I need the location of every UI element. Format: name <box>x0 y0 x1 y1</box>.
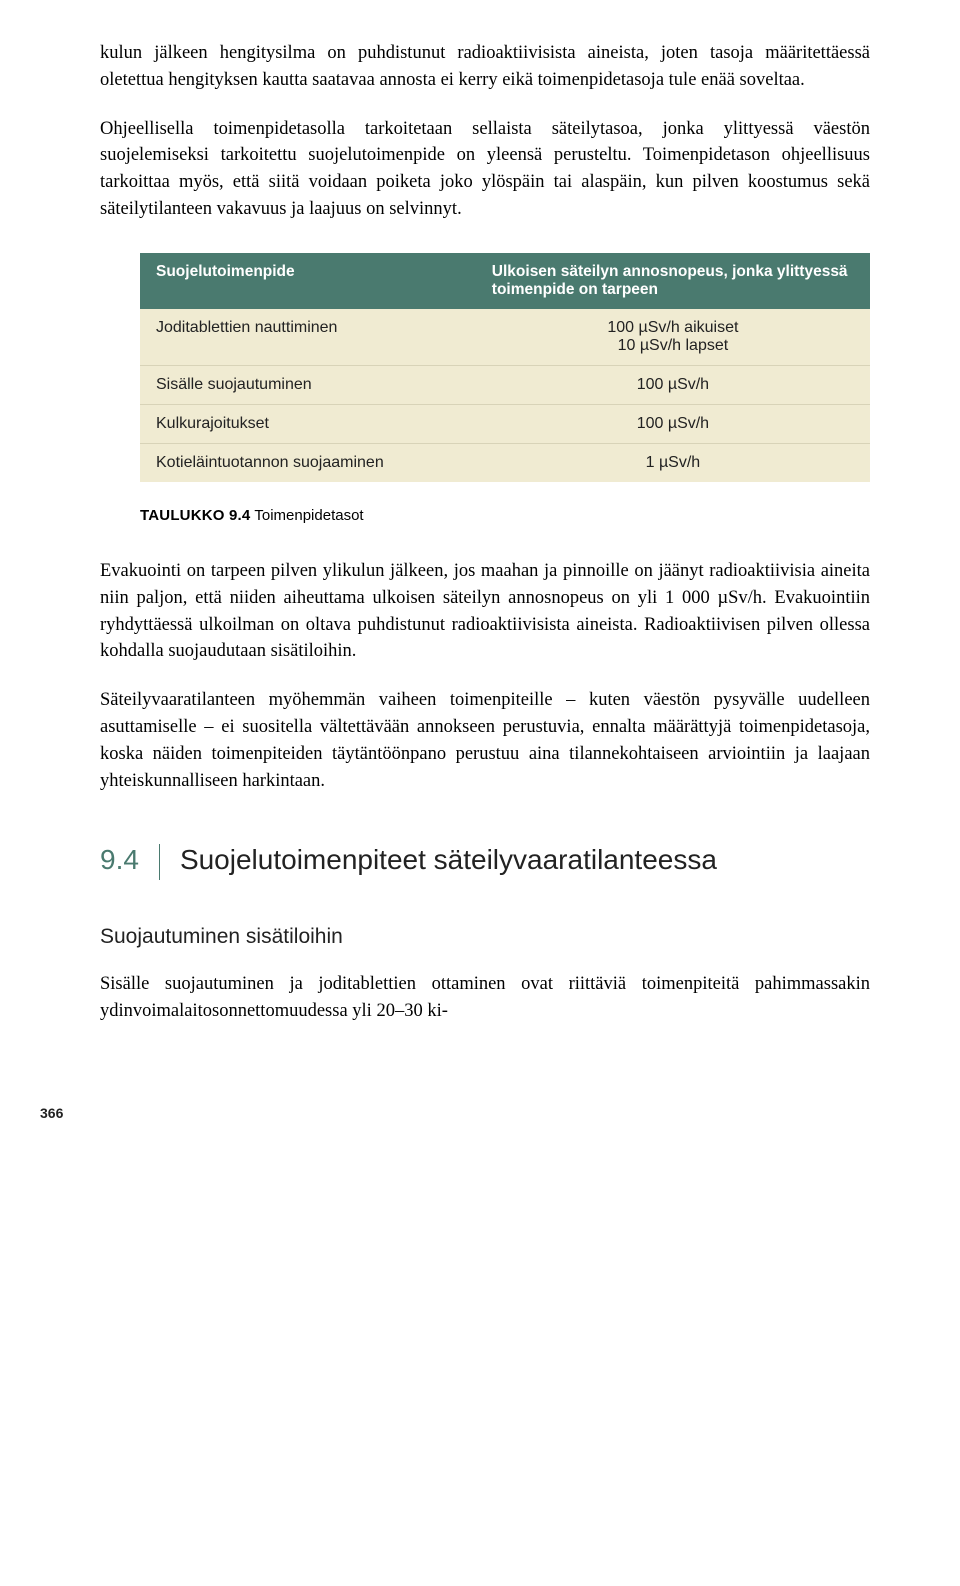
table-value-line: 10 µSv/h lapset <box>492 337 854 355</box>
table-caption: TAULUKKO 9.4 Toimenpidetasot <box>140 507 870 524</box>
body-paragraph: Sisälle suojautuminen ja joditablettien … <box>100 971 870 1025</box>
table-value-line: 100 µSv/h aikuiset <box>492 319 854 337</box>
subsection-heading: Suojautuminen sisätiloihin <box>100 925 870 949</box>
table-header-col1: Suojelutoimenpide <box>140 253 476 309</box>
table-row: Joditablettien nauttiminen 100 µSv/h aik… <box>140 309 870 366</box>
table-cell-label: Joditablettien nauttiminen <box>140 309 476 366</box>
table-cell-value: 100 µSv/h <box>476 404 870 443</box>
table-value-line: 100 µSv/h <box>492 376 854 394</box>
table-cell-label: Sisälle suojautuminen <box>140 365 476 404</box>
table-cell-label: Kotieläintuotannon suojaaminen <box>140 443 476 482</box>
table-value-line: 100 µSv/h <box>492 415 854 433</box>
table-cell-value: 100 µSv/h aikuiset 10 µSv/h lapset <box>476 309 870 366</box>
table-cell-value: 100 µSv/h <box>476 365 870 404</box>
body-paragraph: kulun jälkeen hengitysilma on puhdistunu… <box>100 40 870 94</box>
body-paragraph: Evakuointi on tarpeen pilven ylikulun jä… <box>100 558 870 665</box>
table-cell-value: 1 µSv/h <box>476 443 870 482</box>
section-divider <box>159 844 160 880</box>
table-cell-label: Kulkurajoitukset <box>140 404 476 443</box>
body-paragraph: Säteilyvaaratilanteen myöhemmän vaiheen … <box>100 687 870 794</box>
toimenpidetasot-table-wrap: Suojelutoimenpide Ulkoisen säteilyn anno… <box>140 253 870 482</box>
section-title: Suojelutoimenpiteet säteilyvaaratilantee… <box>180 844 717 876</box>
table-value-line: 1 µSv/h <box>492 454 854 472</box>
toimenpidetasot-table: Suojelutoimenpide Ulkoisen säteilyn anno… <box>140 253 870 482</box>
page-number: 366 <box>40 1105 870 1121</box>
table-caption-text: Toimenpidetasot <box>250 507 363 524</box>
section-heading: 9.4 Suojelutoimenpiteet säteilyvaaratila… <box>100 844 870 880</box>
table-header-col2: Ulkoisen säteilyn annosnopeus, jonka yli… <box>476 253 870 309</box>
table-header-row: Suojelutoimenpide Ulkoisen säteilyn anno… <box>140 253 870 309</box>
table-row: Kulkurajoitukset 100 µSv/h <box>140 404 870 443</box>
table-row: Sisälle suojautuminen 100 µSv/h <box>140 365 870 404</box>
body-paragraph: Ohjeellisella toimenpidetasolla tarkoite… <box>100 116 870 223</box>
table-caption-number: TAULUKKO 9.4 <box>140 507 250 524</box>
table-row: Kotieläintuotannon suojaaminen 1 µSv/h <box>140 443 870 482</box>
section-number: 9.4 <box>100 844 159 876</box>
